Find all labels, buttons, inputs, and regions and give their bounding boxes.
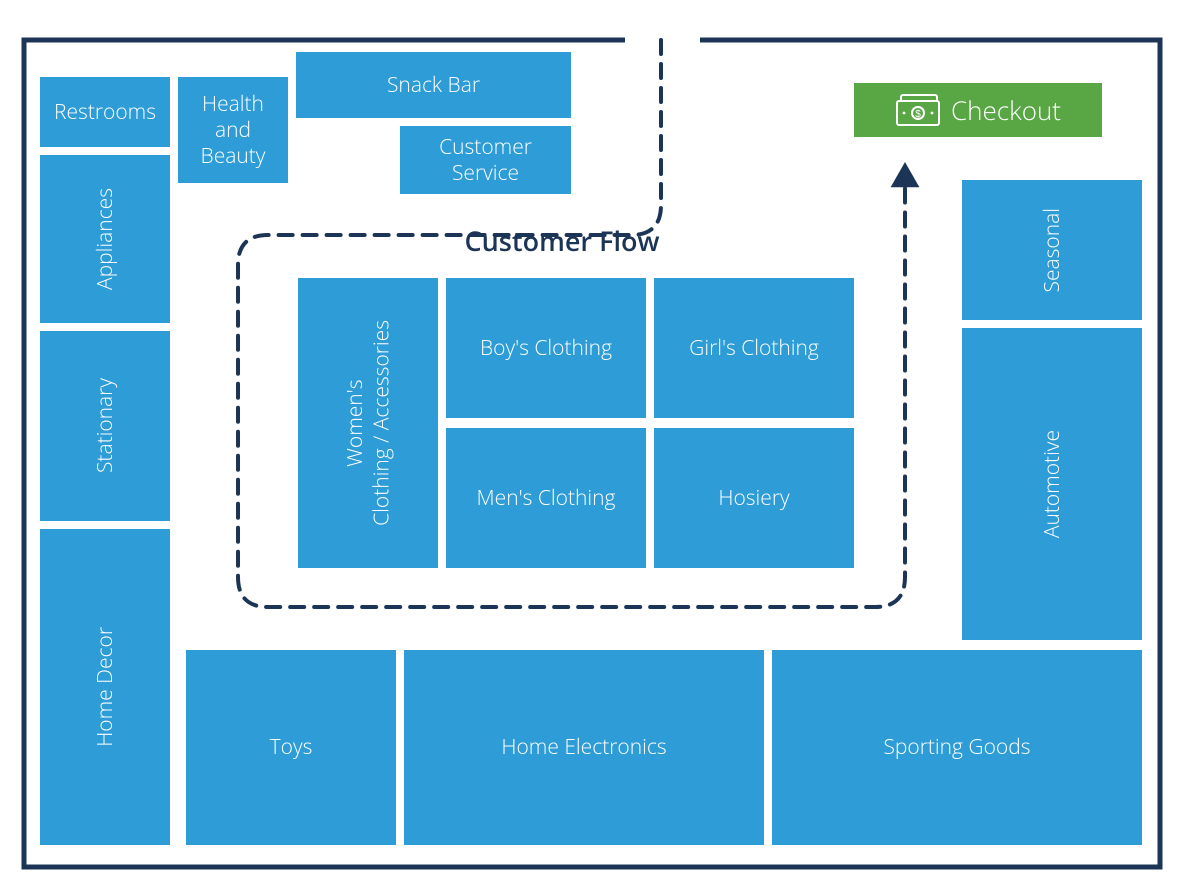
dept-label: Hosiery (718, 485, 789, 511)
dept-label: Snack Bar (387, 72, 480, 98)
svg-text:$: $ (915, 109, 921, 120)
flow-arrowhead-icon (891, 162, 920, 187)
dept-label: Boy's Clothing (480, 335, 612, 361)
dept-customer-service: Customer Service (400, 126, 571, 194)
dept-health-beauty: Health and Beauty (178, 77, 288, 183)
dept-seasonal: Seasonal (962, 180, 1142, 320)
dept-label: Sporting Goods (883, 734, 1030, 760)
dept-sporting-goods: Sporting Goods (772, 650, 1142, 845)
dept-label: Home Decor (92, 627, 118, 747)
customer-flow-title: Customer Flow (432, 222, 692, 259)
dept-girls: Girl's Clothing (654, 278, 854, 418)
dept-mens: Men's Clothing (446, 428, 646, 568)
dept-label: Restrooms (54, 99, 156, 125)
dept-appliances: Appliances (40, 155, 170, 323)
dept-womens: Women's Clothing / Accessories (298, 278, 438, 568)
dept-label: Automotive (1039, 430, 1065, 538)
dept-label: Health and Beauty (201, 91, 266, 170)
dept-restrooms: Restrooms (40, 77, 170, 147)
dept-label: Appliances (92, 188, 118, 290)
dept-label: Customer Service (439, 134, 532, 187)
dept-label: Women's Clothing / Accessories (342, 320, 395, 526)
dept-boys: Boy's Clothing (446, 278, 646, 418)
cash-icon: $ (895, 93, 941, 127)
dept-label: Stationary (92, 378, 118, 473)
dept-label: Men's Clothing (477, 485, 616, 511)
checkout-label: Checkout (951, 92, 1061, 128)
dept-toys: Toys (186, 650, 396, 845)
dept-label: Toys (270, 734, 313, 760)
store-layout-diagram: Restrooms Health and Beauty Snack Bar Custo… (0, 0, 1182, 883)
dept-label: Girl's Clothing (689, 335, 819, 361)
checkout-box: $ Checkout (854, 83, 1102, 137)
dept-stationary: Stationary (40, 331, 170, 521)
dept-label: Seasonal (1039, 208, 1065, 292)
dept-snack-bar: Snack Bar (296, 52, 571, 118)
dept-home-decor: Home Decor (40, 529, 170, 845)
dept-home-electronics: Home Electronics (404, 650, 764, 845)
dept-label: Home Electronics (501, 734, 666, 760)
dept-automotive: Automotive (962, 328, 1142, 640)
dept-hosiery: Hosiery (654, 428, 854, 568)
